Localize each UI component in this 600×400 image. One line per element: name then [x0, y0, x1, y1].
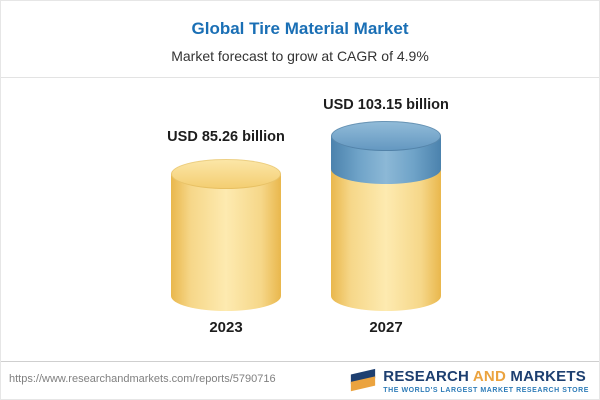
category-label-2023: 2023 [209, 319, 243, 336]
brand-text-block: RESEARCH AND MARKETS THE WORLD'S LARGEST… [383, 368, 589, 394]
brand-word-markets: MARKETS [510, 368, 586, 385]
source-url: https://www.researchandmarkets.com/repor… [9, 373, 276, 385]
growth-cap-top-2027 [331, 121, 441, 151]
brand-flag-icon [349, 367, 377, 395]
chart-title: Global Tire Material Market [191, 19, 409, 38]
bar-cylinder-2023 [171, 159, 281, 311]
header-divider [1, 77, 599, 78]
brand-name: RESEARCH AND MARKETS [383, 368, 589, 385]
value-label-2027: USD 103.15 billion [323, 97, 449, 113]
cylinder-body-2023 [171, 174, 281, 311]
brand-word-and: AND [472, 368, 506, 385]
value-label-2023: USD 85.26 billion [167, 129, 285, 145]
brand-tagline: THE WORLD'S LARGEST MARKET RESEARCH STOR… [383, 387, 589, 394]
footer-divider [1, 361, 599, 362]
cylinder-top-2023 [171, 159, 281, 189]
bar-cylinder-2027 [331, 121, 441, 311]
chart-subtitle: Market forecast to grow at CAGR of 4.9% [171, 48, 429, 64]
research-and-markets-logo: RESEARCH AND MARKETS THE WORLD'S LARGEST… [349, 367, 589, 395]
brand-word-research: RESEARCH [383, 368, 470, 385]
category-label-2027: 2027 [369, 319, 403, 336]
